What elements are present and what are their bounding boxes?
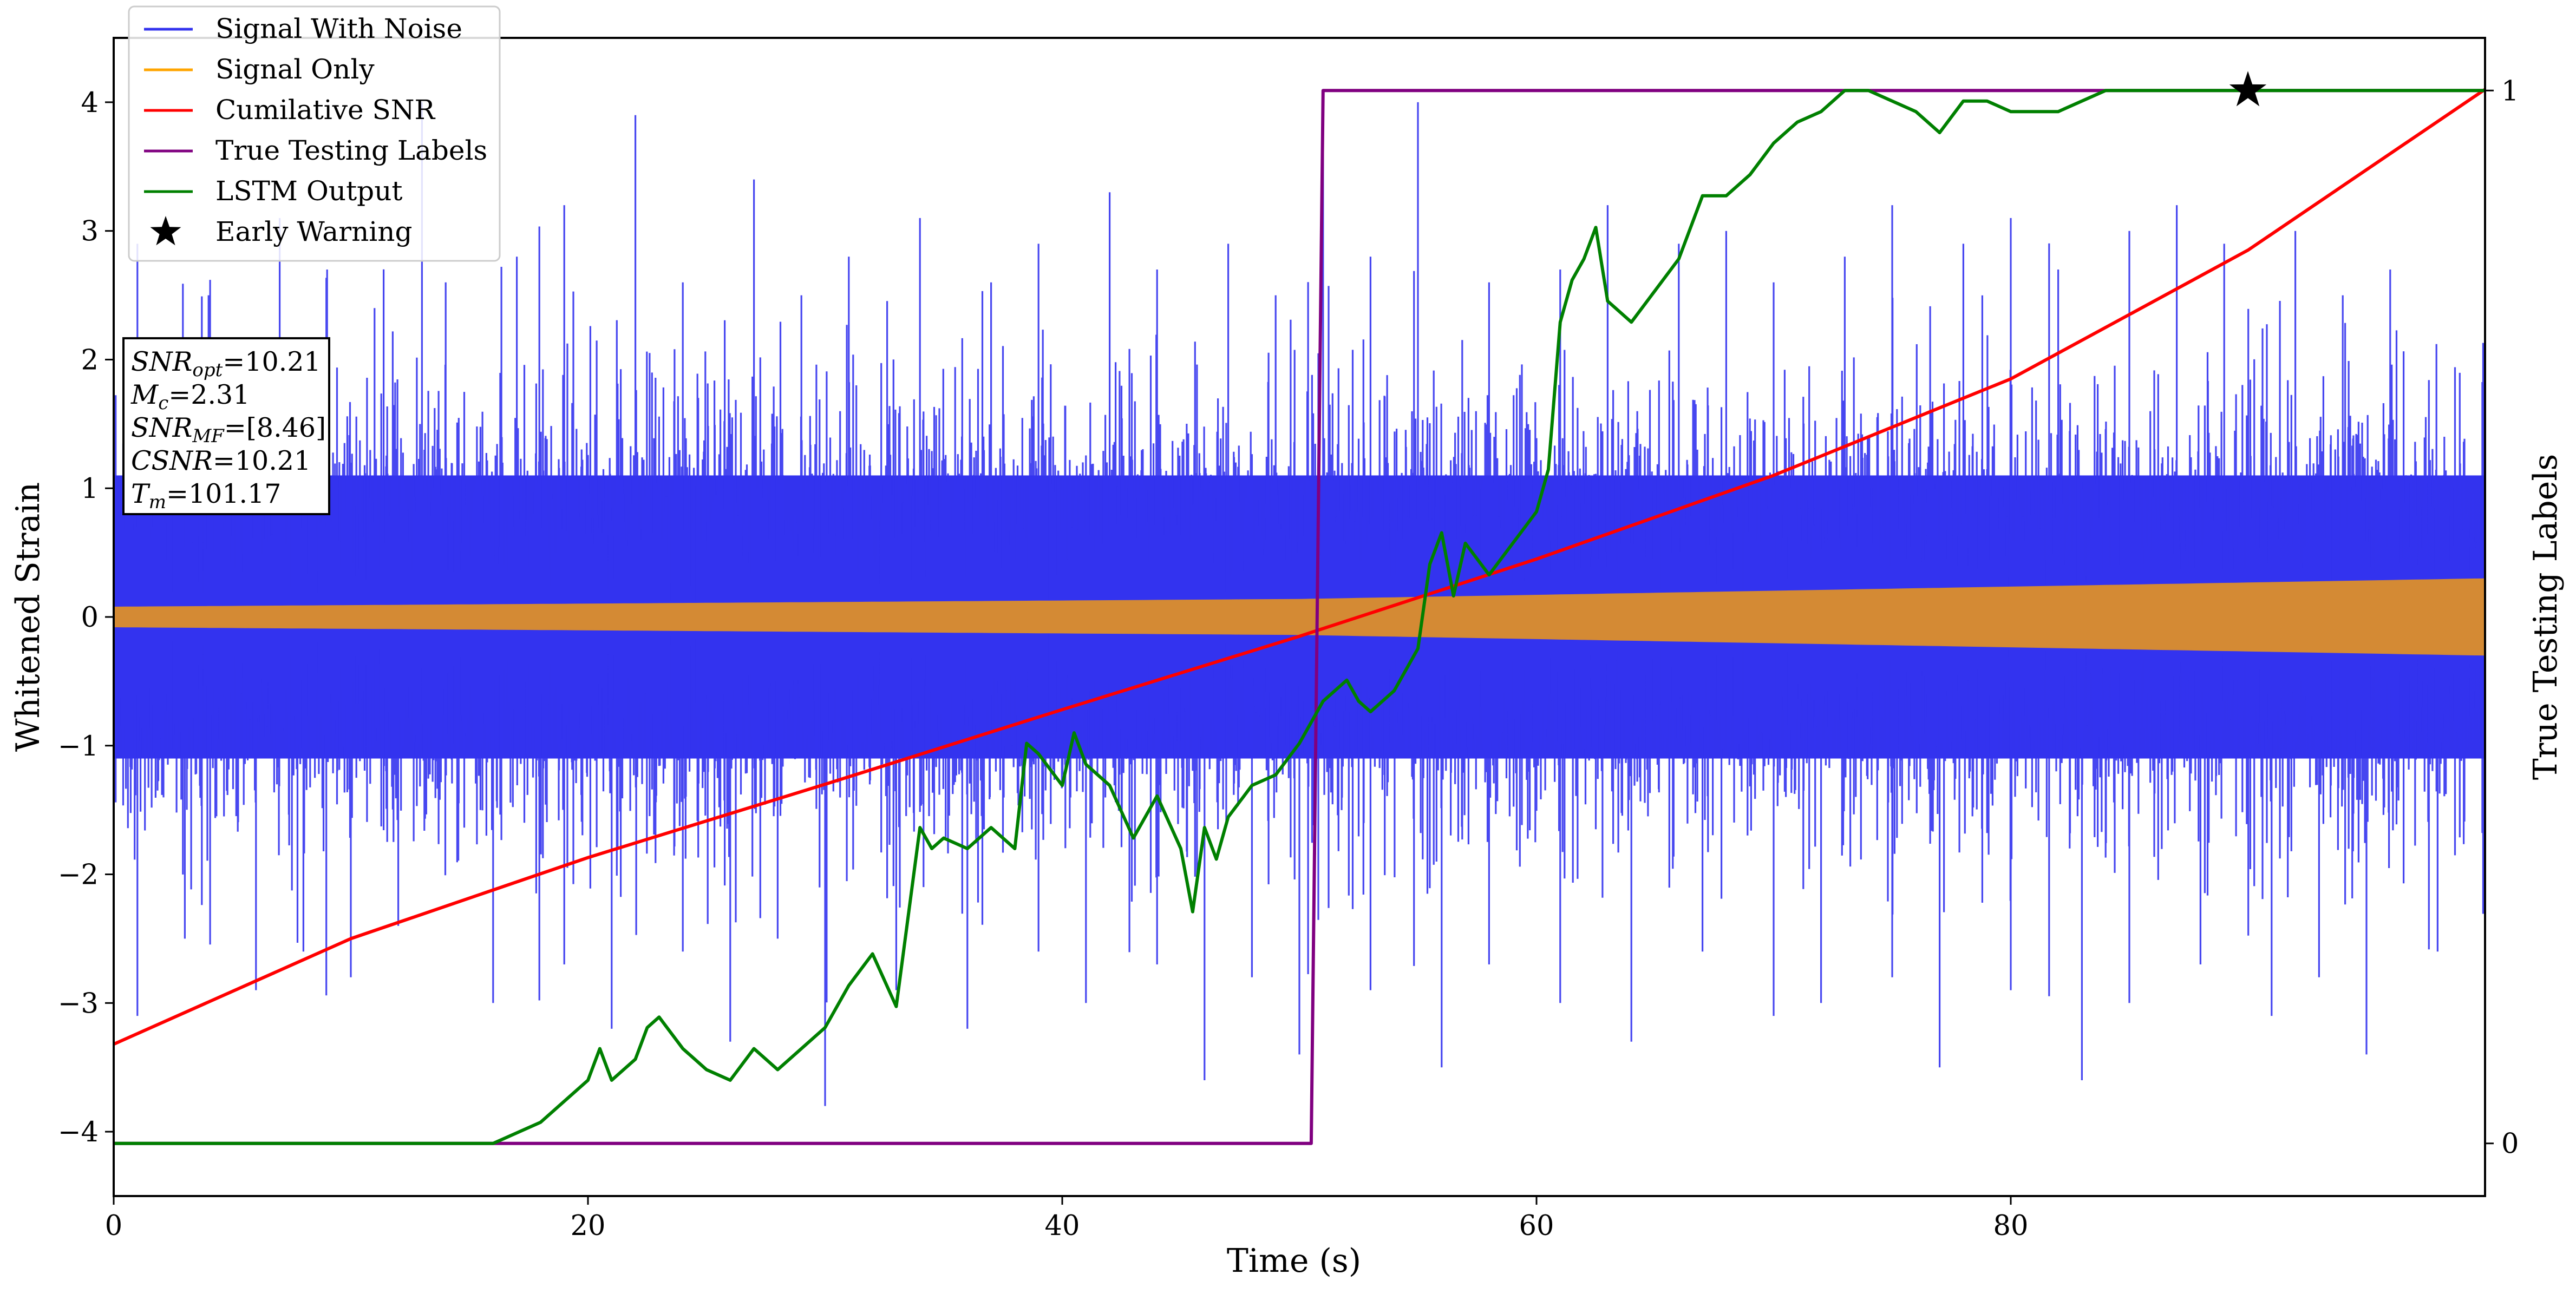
y-right-tick-label: 1 — [2501, 75, 2519, 107]
signal-only-line — [114, 578, 2485, 656]
early-warning-marker — [2229, 71, 2267, 107]
info-line: SNRopt=10.21 — [131, 346, 321, 381]
x-tick-label: 40 — [1045, 1210, 1080, 1242]
legend-box — [128, 5, 501, 262]
y-right-tick-label: 0 — [2501, 1128, 2519, 1160]
y-tick-label: −1 — [58, 731, 99, 763]
y-axis-left: −4 −3 −2 −1 0 1 2 3 4 — [58, 87, 114, 1148]
x-tick-label: 0 — [105, 1210, 122, 1242]
y-tick-label: 3 — [81, 216, 99, 248]
x-tick-label: 20 — [571, 1210, 606, 1242]
info-line: Mc=2.31 — [130, 379, 250, 414]
y-tick-label: 1 — [81, 473, 99, 505]
y-tick-label: 4 — [81, 87, 99, 119]
legend-star-icon — [150, 216, 181, 246]
info-line: CSNR=10.21 — [131, 445, 311, 476]
y-axis-title: Whitened Strain — [9, 482, 47, 752]
y-tick-label: −4 — [58, 1116, 99, 1148]
y-axis-right-title: True Testing Labels — [2527, 454, 2565, 780]
legend-label: Cumilative SNR — [215, 94, 435, 126]
legend-label: LSTM Output — [215, 175, 402, 207]
y-tick-label: −3 — [58, 988, 99, 1020]
x-tick-label: 60 — [1519, 1210, 1554, 1242]
plot-content — [114, 71, 2485, 1145]
legend-label: Signal With Noise — [215, 13, 462, 44]
legend-label: Early Warning — [215, 216, 413, 247]
x-tick-label: 80 — [1993, 1210, 2029, 1242]
info-box-frame — [122, 337, 330, 515]
legend: Signal With Noise Signal Only Cumilative S… — [128, 5, 501, 262]
info-box: SNRopt=10.21Mc=2.31SNRMF=[8.46]CSNR=10.2… — [122, 337, 330, 515]
cumulative-snr-line — [114, 88, 2485, 1046]
y-tick-label: −2 — [58, 859, 99, 891]
y-axis-right: 01 — [2485, 75, 2519, 1160]
info-line: SNRMF=[8.46] — [131, 412, 326, 447]
legend-label: True Testing Labels — [215, 135, 487, 166]
y-tick-label: 2 — [81, 344, 99, 376]
x-axis-title: Time (s) — [1227, 1242, 1361, 1280]
y-tick-label: 0 — [81, 602, 99, 634]
x-axis: 0 20 40 60 80 — [105, 1196, 2029, 1242]
plot-area — [114, 88, 2485, 1145]
true-testing-labels-line — [114, 89, 2485, 1145]
info-line: Tm=101.17 — [131, 478, 281, 513]
legend-label: Signal Only — [215, 54, 375, 85]
lstm-output-line — [114, 89, 2485, 1145]
